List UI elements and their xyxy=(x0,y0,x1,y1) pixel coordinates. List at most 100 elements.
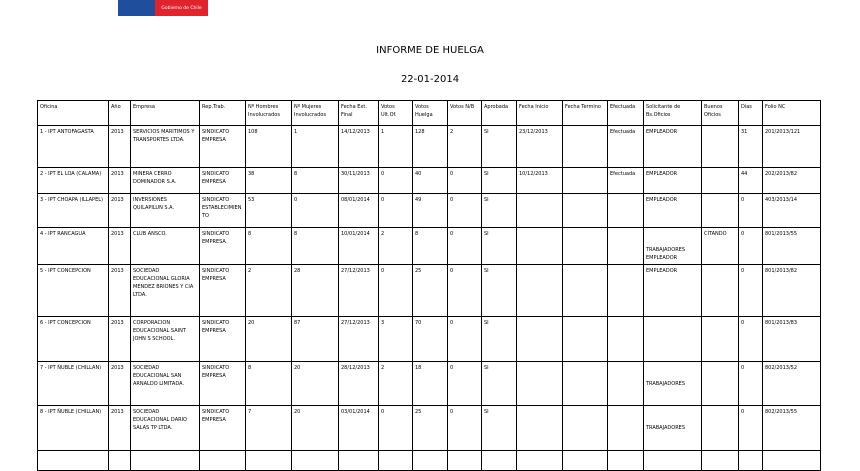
table-cell: SOCIEDAD EDUCACIONAL SAN ARNALDO LIMITAD… xyxy=(130,361,200,406)
table-cell: SI xyxy=(481,167,517,194)
table-cell xyxy=(643,450,702,471)
table-cell: 8 - IPT ÑUBLE (CHILLAN) xyxy=(37,405,109,451)
table-cell: 2013 xyxy=(108,361,131,406)
table-cell xyxy=(245,450,292,471)
table-cell xyxy=(199,450,246,471)
table-cell: 0 xyxy=(447,405,482,451)
table-cell: 31 xyxy=(738,125,763,168)
table-cell: 10/01/2014 xyxy=(338,227,379,265)
table-cell: 0 xyxy=(447,227,482,265)
table-cell: 8 xyxy=(412,227,448,265)
table-cell: 3 xyxy=(378,316,413,362)
table-cell: SINDICATO EMPRESA xyxy=(199,227,246,265)
logo-red-block: Gobierno de Chile xyxy=(155,0,208,16)
table-cell xyxy=(562,227,608,265)
table-cell: 0 xyxy=(378,405,413,451)
table-row: 6 - IPT CONCEPCION 2013 CORPORACION EDUCAC… xyxy=(37,316,821,362)
report-title: INFORME DE HUELGA xyxy=(376,45,484,56)
column-header: Fecha Termino xyxy=(562,100,608,126)
table-cell: SINDICATO EMPRESA xyxy=(199,167,246,194)
table-cell xyxy=(447,450,482,471)
table-cell: SI xyxy=(481,227,517,265)
table-cell: 8 xyxy=(291,227,339,265)
table-cell xyxy=(762,450,821,471)
table-cell xyxy=(701,167,739,194)
table-cell xyxy=(562,316,608,362)
table-cell: 108 xyxy=(245,125,292,168)
table-cell: SINDICATO EMPRESA xyxy=(199,264,246,317)
table-cell xyxy=(516,193,563,228)
table-cell: 0 xyxy=(738,361,763,406)
table-cell: 44 xyxy=(738,167,763,194)
table-cell: 49 xyxy=(412,193,448,228)
table-cell: SINDICATO EMPRESA xyxy=(199,361,246,406)
table-cell: 801/2013/83 xyxy=(762,316,821,362)
column-header: Votos N/B xyxy=(447,100,482,126)
table-cell: TRABAJADORES xyxy=(643,405,702,451)
table-cell xyxy=(562,361,608,406)
table-cell: 0 xyxy=(738,264,763,317)
table-cell xyxy=(701,450,739,471)
table-cell: 2 xyxy=(378,361,413,406)
table-cell: 25 xyxy=(412,405,448,451)
table-cell: 7 - IPT ÑUBLE (CHILLAN) xyxy=(37,361,109,406)
table-cell xyxy=(562,450,608,471)
column-header: Nº Hombres Involucrados xyxy=(245,100,292,126)
table-cell: 23/12/2013 xyxy=(516,125,563,168)
column-header: Folio NC xyxy=(762,100,821,126)
table-cell: EMPLEADOR xyxy=(643,125,702,168)
table-cell xyxy=(701,361,739,406)
table-cell xyxy=(607,405,644,451)
table-cell: Efectuada xyxy=(607,125,644,168)
table-cell: 801/2013/55 xyxy=(762,227,821,265)
table-cell xyxy=(378,450,413,471)
column-header: Buenos Oficios xyxy=(701,100,739,126)
table-cell: SINDICATO ESTABLECIMIENTO xyxy=(199,193,246,228)
column-header: Efectuada xyxy=(607,100,644,126)
table-cell: 20 xyxy=(245,316,292,362)
column-header: Solicitante de Bs.Oficios xyxy=(643,100,702,126)
column-header: Rep.Trab. xyxy=(199,100,246,126)
table-cell: TRABAJADORES xyxy=(643,361,702,406)
table-cell xyxy=(516,227,563,265)
table-cell: 403/2013/14 xyxy=(762,193,821,228)
table-cell: 70 xyxy=(412,316,448,362)
table-cell: 0 xyxy=(738,316,763,362)
table-cell: 5 - IPT CONCEPCION xyxy=(37,264,109,317)
table-row xyxy=(37,450,821,471)
table-cell xyxy=(562,167,608,194)
table-cell xyxy=(130,450,200,471)
table-cell: 0 xyxy=(447,316,482,362)
table-cell: SI xyxy=(481,316,517,362)
table-row: 2 - IPT EL LOA (CALAMA) 2013 MINERA CERRO … xyxy=(37,167,821,194)
table-cell xyxy=(108,450,131,471)
table-cell xyxy=(607,450,644,471)
table-cell: 2013 xyxy=(108,193,131,228)
table-cell xyxy=(481,450,517,471)
table-cell: 2 - IPT EL LOA (CALAMA) xyxy=(37,167,109,194)
table-row: 3 - IPT CHOAPA (ILLAPEL) 2013 INVERSIONES … xyxy=(37,193,821,228)
table-cell: 0 xyxy=(738,227,763,265)
table-cell: 2013 xyxy=(108,167,131,194)
table-cell: 0 xyxy=(738,405,763,451)
table-cell xyxy=(516,361,563,406)
table-cell: 128 xyxy=(412,125,448,168)
table-cell xyxy=(607,227,644,265)
table-cell: 14/12/2013 xyxy=(338,125,379,168)
table-cell: 2013 xyxy=(108,405,131,451)
table-cell: 2013 xyxy=(108,125,131,168)
table-cell: TRABAJADORES EMPLEADOR xyxy=(643,227,702,265)
table-cell: 0 xyxy=(447,193,482,228)
table-cell: 201/2013/121 xyxy=(762,125,821,168)
table-cell: SI xyxy=(481,193,517,228)
table-cell xyxy=(607,264,644,317)
table-cell: CITANDO xyxy=(701,227,739,265)
column-header: Oficina xyxy=(37,100,109,126)
column-header: Aprobada xyxy=(481,100,517,126)
table-cell xyxy=(607,193,644,228)
table-cell: 3 - IPT CHOAPA (ILLAPEL) xyxy=(37,193,109,228)
table-cell: SOCIEDAD EDUCACIONAL DARIO SALAS TP LTDA… xyxy=(130,405,200,451)
table-cell: INVERSIONES QUILAPILUN S.A. xyxy=(130,193,200,228)
table-cell: 8 xyxy=(245,361,292,406)
table-cell xyxy=(37,450,109,471)
